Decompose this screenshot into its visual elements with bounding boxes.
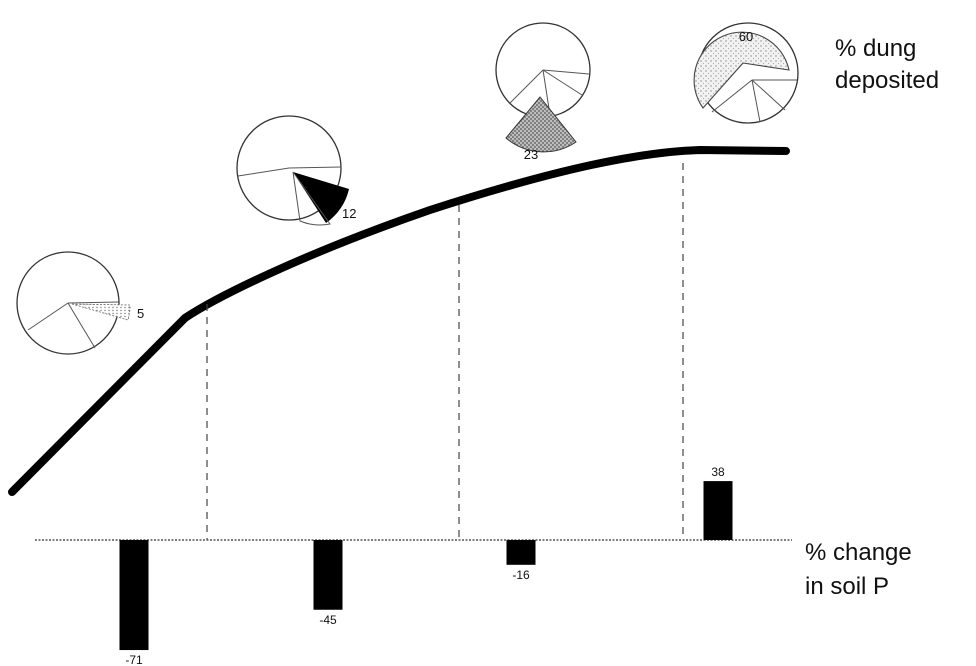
bar-value-label: -71	[125, 653, 143, 666]
pie-value-label: 60	[739, 29, 753, 44]
pie-chart-4: 60	[693, 22, 799, 124]
bar-value-label: -45	[319, 613, 337, 627]
soil-bar	[313, 540, 343, 610]
pie-value-label: 12	[342, 206, 356, 221]
pie-chart-3: 23	[495, 22, 591, 162]
bar-value-label: -16	[512, 568, 530, 582]
pie-highlight-wedge	[505, 96, 577, 153]
pie-highlight-wedge	[693, 31, 790, 109]
pie-chart-2: 12	[236, 115, 356, 226]
soil-bar	[119, 540, 149, 651]
pie-highlight-wedge	[293, 172, 349, 223]
dung-curve	[8, 146, 790, 496]
pie-value-label: 5	[137, 306, 144, 321]
dung-label-line2: deposited	[835, 67, 939, 94]
pie-value-label: 23	[524, 147, 538, 162]
pie-chart-1: 5	[16, 251, 144, 355]
soil-label-line1: % change	[805, 539, 912, 566]
soil-label-line2: in soil P	[805, 573, 889, 600]
dung-label-line1: % dung	[835, 35, 916, 62]
soil-bar	[703, 481, 733, 540]
bar-value-label: 38	[711, 465, 725, 479]
pie-highlight-wedge	[71, 303, 131, 321]
soil-bar	[506, 540, 536, 565]
